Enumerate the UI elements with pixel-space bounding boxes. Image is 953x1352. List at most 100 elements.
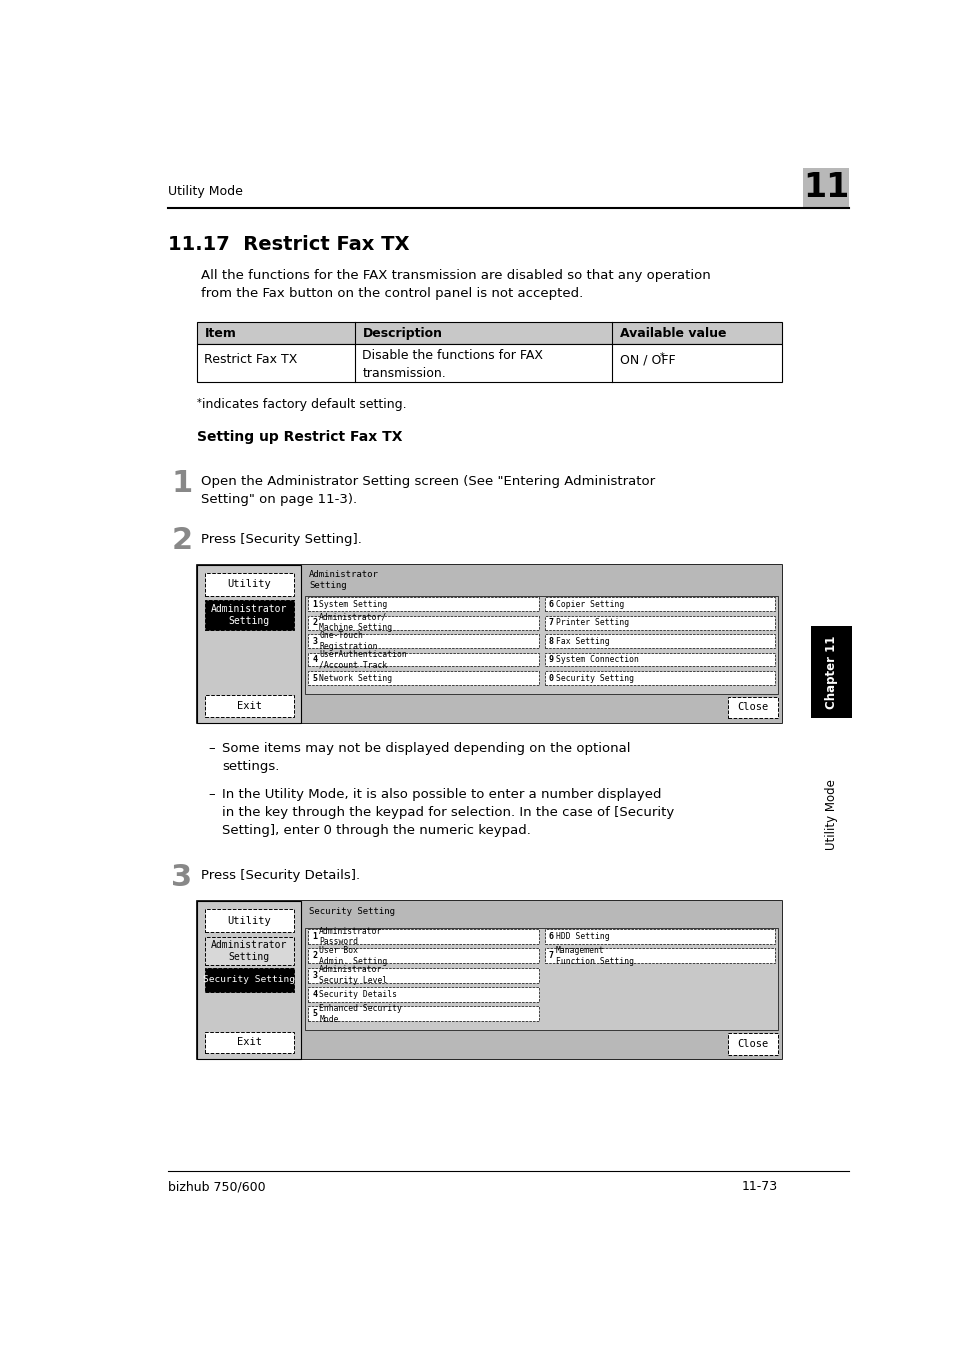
Bar [308, 634, 537, 648]
Bar [204, 937, 294, 964]
Bar [196, 902, 301, 1059]
Bar [301, 902, 781, 1059]
Text: Description: Description [362, 327, 442, 339]
Text: –: – [208, 788, 214, 802]
Bar [544, 671, 774, 685]
Bar [308, 598, 537, 611]
Text: 1: 1 [312, 932, 317, 941]
Text: Restrict Fax TX: Restrict Fax TX [204, 353, 297, 366]
Text: Printer Setting: Printer Setting [555, 618, 628, 627]
Bar [204, 573, 294, 596]
Text: UserAuthentication
/Account Track: UserAuthentication /Account Track [319, 650, 407, 669]
Text: 6: 6 [548, 600, 553, 608]
Text: *: * [659, 352, 664, 362]
Bar [196, 565, 781, 723]
Text: Security Setting: Security Setting [203, 976, 294, 984]
Text: 9: 9 [548, 656, 553, 664]
Text: Administrator
Security Level: Administrator Security Level [319, 965, 387, 984]
Text: Administrator
Setting: Administrator Setting [309, 571, 378, 589]
Bar [544, 634, 774, 648]
Bar [308, 671, 537, 685]
Text: 7: 7 [548, 618, 553, 627]
Text: Security Setting: Security Setting [555, 673, 633, 683]
Bar [544, 949, 774, 963]
Bar [204, 909, 294, 933]
Bar [305, 927, 778, 1030]
Text: Network Setting: Network Setting [319, 673, 392, 683]
Text: –: – [208, 742, 214, 754]
Text: 2: 2 [312, 952, 317, 960]
Bar [308, 929, 537, 944]
Bar [308, 987, 537, 1002]
Text: Utility Mode: Utility Mode [168, 185, 243, 199]
Text: 5: 5 [312, 673, 317, 683]
Text: Security Details: Security Details [319, 990, 396, 999]
Bar [308, 653, 537, 667]
Text: 11: 11 [802, 172, 848, 204]
Text: 5: 5 [312, 1010, 317, 1018]
Bar [196, 902, 781, 1059]
Bar [204, 1032, 294, 1053]
Bar [308, 615, 537, 630]
Text: ON / OFF: ON / OFF [619, 353, 675, 366]
Bar [196, 343, 781, 383]
Bar [196, 565, 301, 723]
Text: 11.17  Restrict Fax TX: 11.17 Restrict Fax TX [168, 235, 409, 254]
Text: 4: 4 [312, 990, 317, 999]
Bar [810, 626, 851, 718]
Text: Exit: Exit [236, 700, 261, 711]
Text: Open the Administrator Setting screen (See "Entering Administrator
Setting" on p: Open the Administrator Setting screen (S… [200, 475, 654, 507]
Bar [196, 322, 781, 343]
Bar [308, 968, 537, 983]
Bar [727, 696, 778, 718]
Text: Available value: Available value [619, 327, 725, 339]
Text: 4: 4 [312, 656, 317, 664]
Text: HDD Setting: HDD Setting [555, 932, 609, 941]
Text: bizhub 750/600: bizhub 750/600 [168, 1180, 266, 1194]
Text: Management
Function Setting: Management Function Setting [555, 946, 633, 965]
Bar [544, 653, 774, 667]
Text: Copier Setting: Copier Setting [555, 600, 623, 608]
Bar [204, 600, 294, 630]
Text: One-Touch
Registration: One-Touch Registration [319, 631, 377, 650]
Text: Utility: Utility [227, 579, 271, 589]
Text: System Connection: System Connection [555, 656, 638, 664]
Text: 8: 8 [548, 637, 553, 646]
Bar [544, 929, 774, 944]
Text: Fax Setting: Fax Setting [555, 637, 609, 646]
Text: 2: 2 [312, 618, 317, 627]
Bar [196, 322, 781, 343]
Text: 2: 2 [171, 526, 193, 556]
Text: System Setting: System Setting [319, 600, 387, 608]
Bar [308, 949, 537, 963]
Text: Disable the functions for FAX
transmission.: Disable the functions for FAX transmissi… [362, 349, 543, 380]
Text: Setting up Restrict Fax TX: Setting up Restrict Fax TX [196, 430, 402, 445]
Text: Press [Security Setting].: Press [Security Setting]. [200, 533, 361, 546]
Text: Utility: Utility [227, 915, 271, 926]
Text: Exit: Exit [236, 1037, 261, 1048]
Text: 3: 3 [171, 863, 193, 892]
Text: Close: Close [737, 703, 767, 713]
Text: Utility Mode: Utility Mode [823, 779, 837, 850]
Text: 1: 1 [171, 469, 193, 498]
Text: Item: Item [204, 327, 236, 339]
Bar [544, 598, 774, 611]
Text: indicates factory default setting.: indicates factory default setting. [202, 397, 406, 411]
Bar [727, 1033, 778, 1055]
Text: All the functions for the FAX transmission are disabled so that any operation
fr: All the functions for the FAX transmissi… [200, 269, 710, 300]
Text: *: * [196, 397, 201, 408]
Bar [301, 565, 781, 723]
Bar [204, 968, 294, 991]
Text: Administrator/
Machine Setting: Administrator/ Machine Setting [319, 612, 392, 633]
Text: 3: 3 [312, 637, 317, 646]
Text: 0: 0 [548, 673, 553, 683]
Text: Close: Close [737, 1038, 767, 1049]
Text: In the Utility Mode, it is also possible to enter a number displayed
in the key : In the Utility Mode, it is also possible… [222, 788, 674, 837]
Bar [802, 169, 848, 207]
Text: Some items may not be displayed depending on the optional
settings.: Some items may not be displayed dependin… [222, 742, 630, 773]
Text: Press [Security Details].: Press [Security Details]. [200, 869, 359, 882]
Text: 6: 6 [548, 932, 553, 941]
Bar [204, 695, 294, 717]
Text: 1: 1 [312, 600, 317, 608]
Text: Administrator
Setting: Administrator Setting [211, 604, 287, 626]
